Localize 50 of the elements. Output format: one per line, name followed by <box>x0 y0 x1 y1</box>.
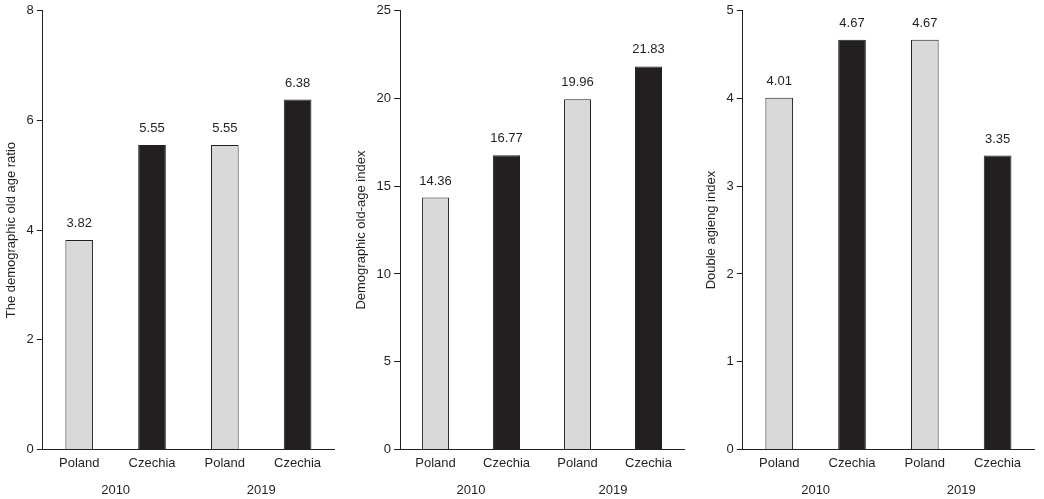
text: 2019 <box>946 482 976 498</box>
y-tick-label: 6 <box>26 112 34 128</box>
y-tick-label: 0 <box>26 440 34 456</box>
y-tick-label: 1 <box>726 353 734 369</box>
data-label: 4.67 <box>912 14 938 30</box>
x-tick-label: Czechia <box>974 454 1022 470</box>
x-tick-label: Poland <box>58 454 100 470</box>
data-label: 6.38 <box>284 74 311 90</box>
y-tick-label: 20 <box>376 90 392 106</box>
text: 2010 <box>801 482 831 498</box>
y-tick-label: 4 <box>726 90 734 106</box>
data-label: 3.35 <box>984 130 1011 146</box>
y-tick-label: 3 <box>726 177 734 193</box>
y-axis-title: The demographic old age ratio <box>3 141 19 319</box>
data-label: 16.77 <box>490 130 523 146</box>
y-tick-label: 2 <box>726 265 734 281</box>
data-label: 14.36 <box>419 172 452 188</box>
x-tick-label: Poland <box>557 454 598 470</box>
y-tick-label: 25 <box>376 2 392 18</box>
x-tick-label: Czechia <box>828 454 877 470</box>
data-label: 5.55 <box>212 120 238 136</box>
y-tick-label: 4 <box>26 221 34 237</box>
y-tick-label: 15 <box>376 177 392 193</box>
text: 2019 <box>598 482 628 498</box>
text: 2019 <box>246 482 276 498</box>
y-tick-label: 0 <box>726 440 734 456</box>
y-tick-label: 5 <box>726 2 734 18</box>
y-tick-label: 2 <box>26 331 34 347</box>
data-label: 21.83 <box>632 41 665 57</box>
y-tick-label: 10 <box>376 265 392 281</box>
x-tick-label: Czechia <box>274 454 322 470</box>
data-label: 4.01 <box>766 72 792 88</box>
text: 2010 <box>456 482 486 498</box>
y-axis-title: Demographic old-age index <box>353 150 369 310</box>
x-tick-label: Poland <box>204 454 246 470</box>
y-tick-label: 5 <box>383 353 392 369</box>
x-tick-label: Czechia <box>483 454 531 470</box>
x-tick-label: Czechia <box>625 454 673 470</box>
y-tick-label: 0 <box>383 440 392 456</box>
x-tick-label: Czechia <box>128 454 177 470</box>
x-tick-label: Poland <box>415 454 456 470</box>
x-tick-label: Poland <box>758 454 800 470</box>
y-axis-title: Double agieng index <box>703 170 719 290</box>
data-label: 5.55 <box>139 120 165 136</box>
data-label: 3.82 <box>66 215 92 231</box>
x-tick-label: Poland <box>904 454 946 470</box>
text: 2010 <box>101 482 131 498</box>
y-tick-label: 8 <box>26 2 34 18</box>
data-label: 19.96 <box>561 74 594 90</box>
data-label: 4.67 <box>839 14 865 30</box>
